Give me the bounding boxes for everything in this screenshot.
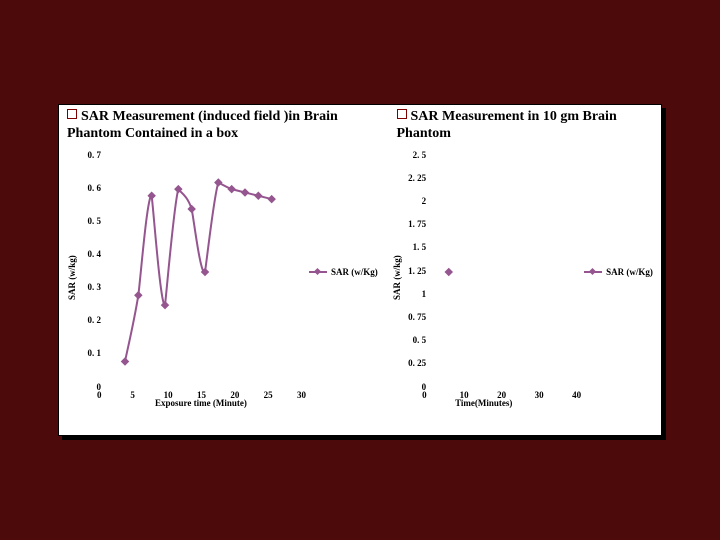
ytick-label: 0. 25 bbox=[396, 358, 426, 368]
xtick-label: 30 bbox=[297, 390, 306, 400]
x-axis-label: Exposure time (Minute) bbox=[155, 398, 247, 408]
ytick-label: 2. 25 bbox=[396, 173, 426, 183]
y-axis-label: SAR (w/kg) bbox=[67, 255, 77, 300]
ytick-label: 1. 75 bbox=[396, 219, 426, 229]
legend: SAR (w/Kg) bbox=[584, 267, 653, 277]
xtick-label: 5 bbox=[130, 390, 135, 400]
xtick-label: 0 bbox=[422, 390, 427, 400]
legend: SAR (w/Kg) bbox=[309, 267, 378, 277]
ytick-label: 0. 1 bbox=[71, 348, 101, 358]
xtick-label: 30 bbox=[535, 390, 544, 400]
left-title-text: SAR Measurement (induced field )in Brain… bbox=[67, 109, 338, 141]
ytick-label: 0. 7 bbox=[71, 150, 101, 160]
right-chart-panel: 00. 250. 50. 7511. 251. 51. 7522. 252. 5… bbox=[390, 152, 661, 426]
xtick-label: 25 bbox=[264, 390, 273, 400]
line-series bbox=[105, 156, 305, 388]
slide-panel: SAR Measurement (induced field )in Brain… bbox=[58, 104, 662, 436]
legend-text: SAR (w/Kg) bbox=[331, 267, 378, 277]
bullet-icon bbox=[67, 109, 77, 119]
ytick-label: 0. 75 bbox=[396, 312, 426, 322]
charts-row: 00. 10. 20. 30. 40. 50. 60. 705101520253… bbox=[59, 152, 661, 426]
ytick-label: 0. 5 bbox=[71, 216, 101, 226]
xtick-label: 0 bbox=[97, 390, 102, 400]
ytick-label: 2. 5 bbox=[396, 150, 426, 160]
ytick-label: 1. 5 bbox=[396, 242, 426, 252]
bullet-icon bbox=[397, 109, 407, 119]
left-chart-panel: 00. 10. 20. 30. 40. 50. 60. 705101520253… bbox=[59, 152, 390, 426]
x-axis-label: Time(Minutes) bbox=[455, 398, 512, 408]
line-series bbox=[430, 156, 580, 388]
right-title-text: SAR Measurement in 10 gm Brain Phantom bbox=[397, 109, 617, 141]
y-axis-label: SAR (w/kg) bbox=[392, 255, 402, 300]
chart-titles-row: SAR Measurement (induced field )in Brain… bbox=[59, 105, 661, 152]
ytick-label: 2 bbox=[396, 196, 426, 206]
right-chart-title: SAR Measurement in 10 gm Brain Phantom bbox=[389, 105, 662, 151]
ytick-label: 0. 6 bbox=[71, 183, 101, 193]
ytick-label: 0. 5 bbox=[396, 335, 426, 345]
xtick-label: 40 bbox=[572, 390, 581, 400]
ytick-label: 0. 2 bbox=[71, 315, 101, 325]
left-chart-title: SAR Measurement (induced field )in Brain… bbox=[59, 105, 389, 151]
legend-text: SAR (w/Kg) bbox=[606, 267, 653, 277]
